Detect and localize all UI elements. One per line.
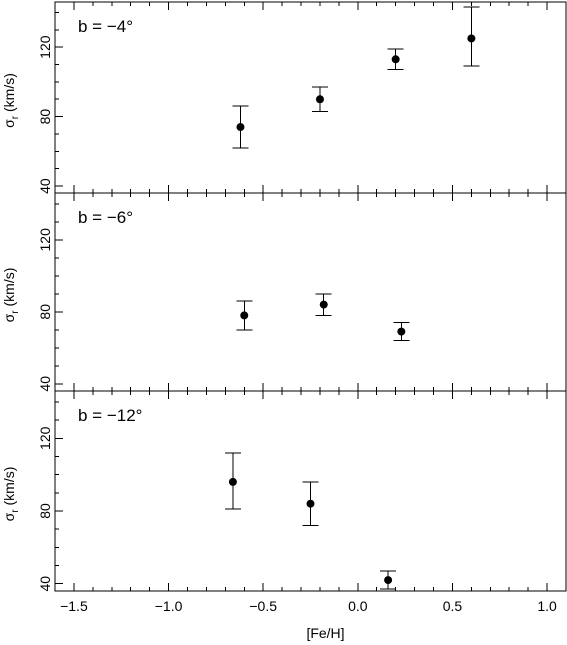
y-tick-label: 40 xyxy=(37,576,53,592)
data-point xyxy=(391,55,400,64)
y-axis-title: σr (km/s) xyxy=(1,467,21,522)
y-axis-title: σr (km/s) xyxy=(1,73,21,128)
y-axis-title-symbol: σ xyxy=(1,119,17,128)
panel-1: 40 80 120 σr (km/s) b = −4° xyxy=(1,1,567,194)
y-axis-title-subscript: r xyxy=(10,509,21,513)
x-tick-label: −1.5 xyxy=(60,598,88,614)
y-axis-title-unit: (km/s) xyxy=(1,467,17,510)
y-tick-label: 120 xyxy=(37,426,53,450)
data-point xyxy=(240,311,249,320)
data-point xyxy=(319,300,328,309)
data-point xyxy=(228,477,237,486)
data-point-group xyxy=(463,6,480,67)
y-tick-label: 120 xyxy=(37,228,53,252)
data-point xyxy=(397,327,406,336)
data-point-group xyxy=(315,293,332,316)
x-tick-label: 0.5 xyxy=(443,598,463,614)
x-tick-label: −0.5 xyxy=(249,598,277,614)
y-tick-label: 40 xyxy=(37,376,53,392)
panel-label: b = −12° xyxy=(78,406,142,425)
panel-label: b = −6° xyxy=(78,208,133,227)
y-axis-title-symbol: σ xyxy=(1,512,17,521)
x-axis-title: [Fe/H] xyxy=(306,625,344,641)
y-axis-title-symbol: σ xyxy=(1,313,17,322)
data-point-group xyxy=(232,105,249,149)
x-axis: −1.5 −1.0 −0.5 0.0 0.5 1.0 xyxy=(60,598,557,614)
data-point-group xyxy=(224,452,241,510)
y-axis-title-unit: (km/s) xyxy=(1,73,17,116)
data-point-group xyxy=(302,481,319,527)
data-point-group xyxy=(380,570,397,590)
x-tick-label: −1.0 xyxy=(155,598,183,614)
y-tick-label: 80 xyxy=(37,304,53,320)
data-point xyxy=(467,34,476,43)
panel-2: 40 80 120 σr (km/s) b = −6° xyxy=(1,192,567,392)
x-tick-label: 1.0 xyxy=(537,598,557,614)
x-tick-label: 0.0 xyxy=(348,598,368,614)
data-point xyxy=(236,123,245,132)
panel-frame xyxy=(54,390,567,592)
data-point xyxy=(384,576,393,585)
y-axis-title: σr (km/s) xyxy=(1,268,21,323)
y-tick-label: 80 xyxy=(37,503,53,519)
data-point-group xyxy=(311,86,328,112)
panel-3: 40 80 120 σr (km/s) b = −12° xyxy=(1,390,567,592)
y-axis-title-subscript: r xyxy=(10,115,21,119)
y-tick-label: 80 xyxy=(37,109,53,125)
data-point-group xyxy=(393,322,410,342)
data-point xyxy=(306,499,315,508)
y-tick-label: 120 xyxy=(37,35,53,59)
y-tick-label: 40 xyxy=(37,178,53,194)
y-axis-title-unit: (km/s) xyxy=(1,268,17,311)
panel-label: b = −4° xyxy=(78,17,133,36)
data-point-group xyxy=(387,48,404,71)
y-axis-title-subscript: r xyxy=(10,310,21,314)
data-point-group xyxy=(236,300,253,331)
data-point xyxy=(315,95,324,104)
